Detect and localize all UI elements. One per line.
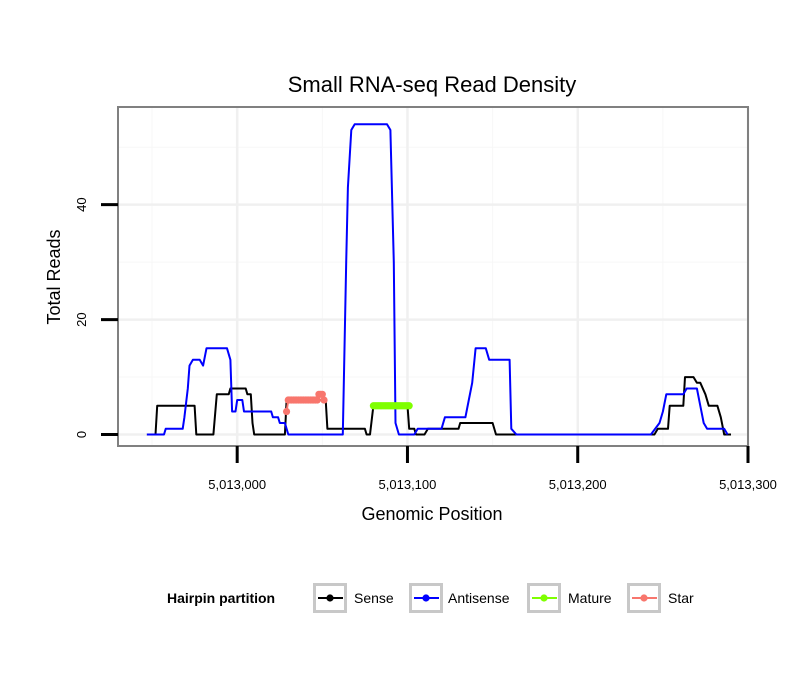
legend-item-star: Star (627, 583, 694, 613)
legend-label: Star (668, 590, 694, 606)
x-tick-label: 5,013,100 (379, 477, 437, 492)
plot-border (117, 106, 749, 447)
legend-key-point (326, 594, 334, 602)
plot-panel (117, 106, 750, 447)
series-layer (146, 123, 731, 436)
star-point (320, 396, 328, 404)
y-tick-label: 20 (74, 312, 89, 326)
star-point (313, 396, 321, 404)
legend-item-mature: Mature (527, 583, 612, 613)
legend-entries: Sense Antisense Mature Star (313, 583, 694, 613)
y-axis: 0 20 40 (74, 197, 118, 438)
star-point (282, 407, 291, 416)
plot-background (118, 107, 748, 446)
x-axis-title: Genomic Position (361, 504, 502, 524)
legend-key-point (640, 594, 648, 602)
legend-item-sense: Sense (313, 583, 394, 613)
legend-key-point (540, 594, 548, 602)
mature-point (405, 402, 413, 410)
x-tick-label: 5,013,200 (549, 477, 607, 492)
antisense-series-line (146, 123, 729, 436)
x-tick-label: 5,013,300 (719, 477, 777, 492)
legend-label: Mature (568, 590, 612, 606)
x-axis: 5,013,000 5,013,100 5,013,200 5,013,300 (208, 446, 777, 492)
sense-series-line (146, 376, 731, 436)
legend-label: Antisense (448, 590, 510, 606)
legend-label: Sense (354, 590, 394, 606)
y-tick-label: 40 (74, 197, 89, 211)
y-tick-label: 0 (74, 431, 89, 438)
legend-item-antisense: Antisense (409, 583, 510, 613)
chart-title: Small RNA-seq Read Density (288, 72, 577, 97)
legend: Hairpin partition Sense Antisense Mature St… (167, 583, 694, 613)
x-tick-label: 5,013,000 (208, 477, 266, 492)
legend-title: Hairpin partition (167, 590, 275, 606)
y-axis-title: Total Reads (44, 229, 64, 324)
star-point (318, 390, 326, 398)
legend-key-point (422, 594, 430, 602)
